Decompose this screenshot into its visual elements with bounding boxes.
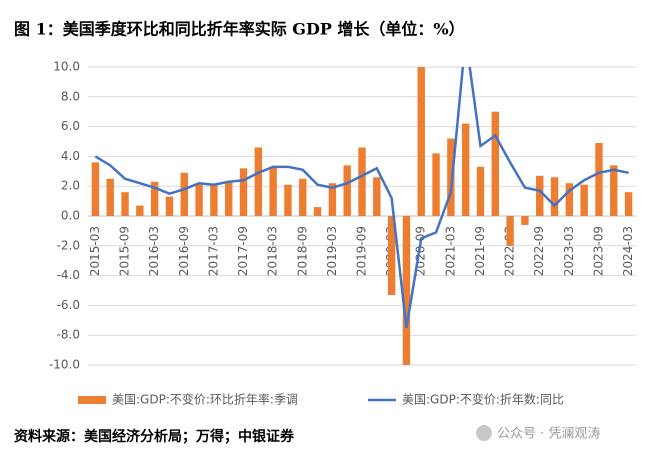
bar xyxy=(136,205,144,216)
source: 资料来源：美国经济分析局；万得；中银证券 xyxy=(14,428,295,445)
bar xyxy=(106,178,114,216)
x-tick-label: 2023-09 xyxy=(591,226,605,276)
x-tick-label: 2022-09 xyxy=(532,226,546,276)
y-tick-label: 8.0 xyxy=(61,89,80,103)
x-tick-label: 2019-09 xyxy=(355,226,369,276)
bar xyxy=(210,184,218,216)
bar xyxy=(491,111,499,216)
y-tick-label: 2.0 xyxy=(61,179,80,193)
y-tick-label: 10.0 xyxy=(53,60,80,74)
bar xyxy=(165,196,174,216)
legend-swatch xyxy=(78,396,106,404)
bar xyxy=(595,142,603,216)
y-tick-label: -10.0 xyxy=(49,358,80,372)
bar xyxy=(402,216,411,365)
bar xyxy=(269,166,277,216)
x-tick-label: 2021-09 xyxy=(473,226,487,276)
y-tick-label: -4.0 xyxy=(57,268,80,282)
bar xyxy=(373,177,381,216)
x-tick-label: 2015-09 xyxy=(118,226,132,276)
x-tick-label: 2021-03 xyxy=(443,226,457,276)
bar xyxy=(506,216,514,246)
bar xyxy=(299,178,307,216)
x-tick-label: 2016-03 xyxy=(147,226,161,276)
legend-label: 美国:GDP:不变价:折年数:同比 xyxy=(402,392,564,407)
bar xyxy=(328,183,337,216)
bar xyxy=(358,147,366,216)
bar xyxy=(343,165,351,216)
x-tick-label: 2018-03 xyxy=(266,226,280,276)
bar xyxy=(313,207,322,216)
y-tick-label: 6.0 xyxy=(61,119,80,133)
bar xyxy=(565,183,574,216)
bar xyxy=(150,181,159,216)
y-tick-label: 0.0 xyxy=(61,209,80,223)
x-tick-label: 2016-09 xyxy=(177,226,191,276)
bar xyxy=(387,216,396,295)
bar xyxy=(121,192,129,216)
bar xyxy=(536,175,544,216)
x-tick-label: 2019-03 xyxy=(325,226,339,276)
x-tick-label: 2024-03 xyxy=(621,226,635,276)
bar xyxy=(550,177,559,216)
bar xyxy=(91,162,100,216)
bar xyxy=(580,184,588,216)
y-tick-label: -6.0 xyxy=(57,298,80,312)
bar xyxy=(195,184,203,216)
legend-label: 美国:GDP:不变价:环比折年率:季调 xyxy=(112,392,298,407)
bar xyxy=(417,67,425,216)
bar xyxy=(461,123,470,216)
y-tick-label: -8.0 xyxy=(57,328,80,342)
line xyxy=(94,67,629,328)
x-tick-label: 2015-03 xyxy=(88,226,102,276)
bar xyxy=(432,153,440,216)
chart-title: 图 1：美国季度环比和同比折年率实际 GDP 增长（单位：%） xyxy=(14,20,465,39)
bar xyxy=(225,181,233,216)
bar xyxy=(254,147,263,216)
watermark-icon xyxy=(476,425,492,441)
y-tick-label: -2.0 xyxy=(57,238,80,252)
bar xyxy=(447,138,455,216)
watermark: 公众号 · 凭澜观涛 xyxy=(497,426,600,442)
bar xyxy=(239,168,248,216)
x-tick-label: 2017-03 xyxy=(206,226,220,276)
x-tick-label: 2018-09 xyxy=(295,226,309,276)
x-tick-label: 2023-03 xyxy=(562,226,576,276)
bar xyxy=(610,165,618,216)
bar xyxy=(624,192,633,216)
y-tick-label: 4.0 xyxy=(61,149,80,163)
bar xyxy=(476,166,485,216)
bar xyxy=(284,184,292,216)
bar xyxy=(180,172,188,216)
x-tick-label: 2017-09 xyxy=(236,226,250,276)
bar xyxy=(521,216,529,225)
